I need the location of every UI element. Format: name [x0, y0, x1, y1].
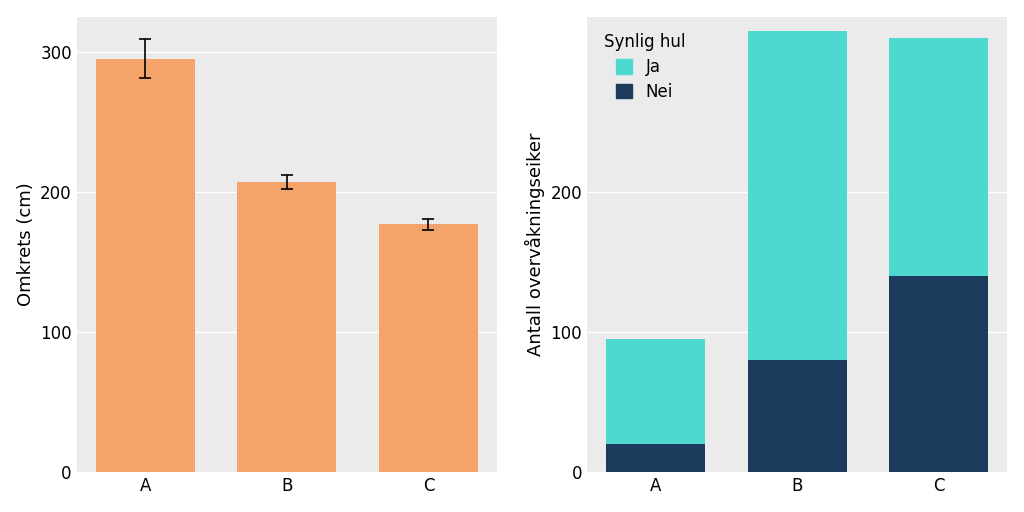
Bar: [889, 38, 988, 276]
Bar: [748, 31, 847, 360]
Y-axis label: Omkrets (cm): Omkrets (cm): [16, 183, 35, 307]
Bar: [748, 360, 847, 473]
Bar: [379, 224, 478, 473]
Bar: [606, 339, 706, 444]
Bar: [606, 444, 706, 473]
Bar: [238, 182, 337, 473]
Bar: [889, 276, 988, 473]
Bar: [96, 59, 195, 473]
Y-axis label: Antall overvåkningseiker: Antall overvåkningseiker: [525, 133, 545, 356]
Legend: Ja, Nei: Ja, Nei: [595, 25, 693, 109]
